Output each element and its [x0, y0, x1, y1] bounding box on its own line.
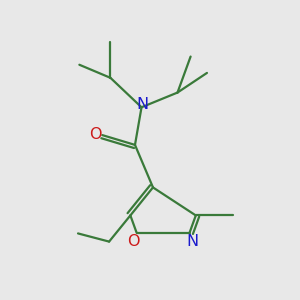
Text: N: N [136, 97, 148, 112]
Text: O: O [89, 127, 101, 142]
Text: O: O [127, 234, 140, 249]
Text: N: N [186, 234, 198, 249]
